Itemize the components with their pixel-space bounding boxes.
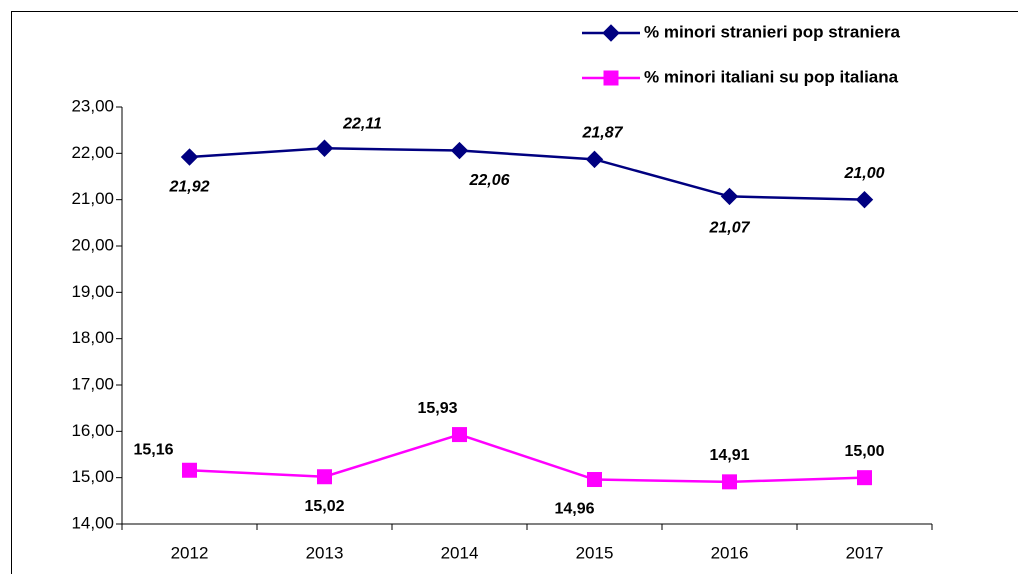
y-tick-label: 21,00 [71,189,114,208]
data-label: 15,02 [304,498,344,515]
legend-marker [602,24,620,42]
data-label: 21,92 [168,178,209,195]
data-label: 22,11 [342,115,382,132]
data-point [857,470,872,486]
legend-label: % minori stranieri pop straniera [644,22,901,41]
y-tick-label: 14,00 [71,513,114,532]
y-tick-label: 23,00 [71,96,114,115]
data-point [315,139,334,157]
data-point [450,141,469,160]
y-tick-label: 16,00 [71,421,114,440]
legend-marker [603,70,619,86]
data-label: 21,07 [708,220,750,237]
data-point [180,148,199,166]
y-tick-label: 20,00 [71,235,114,254]
x-tick-label: 2014 [441,543,479,562]
y-tick-label: 15,00 [71,467,114,486]
x-tick-label: 2013 [306,543,344,562]
data-label: 21,87 [581,125,623,142]
x-tick-label: 2017 [846,543,884,562]
x-tick-label: 2015 [576,543,614,562]
data-point [452,427,467,443]
legend-label: % minori italiani su pop italiana [644,67,899,86]
data-label: 15,93 [417,400,457,417]
data-point [722,474,737,490]
data-label: 15,16 [133,441,173,458]
data-point [855,190,874,209]
series-line [189,146,865,201]
x-tick-label: 2012 [171,543,209,562]
x-tick-label: 2016 [711,543,749,562]
data-point [317,469,332,485]
series-line [189,433,865,484]
data-label: 22,06 [468,172,509,189]
data-point [587,472,602,488]
data-point [585,150,604,169]
data-point [720,187,739,206]
y-tick-label: 17,00 [71,374,114,393]
data-label: 21,00 [843,165,884,182]
data-point [182,462,197,478]
y-tick-label: 18,00 [71,328,114,347]
chart-border [11,11,1018,574]
data-label: 14,96 [554,501,594,518]
data-label: 14,91 [709,447,749,464]
data-label: 15,00 [844,443,884,460]
y-tick-label: 19,00 [71,282,114,301]
y-tick-label: 22,00 [71,143,114,162]
